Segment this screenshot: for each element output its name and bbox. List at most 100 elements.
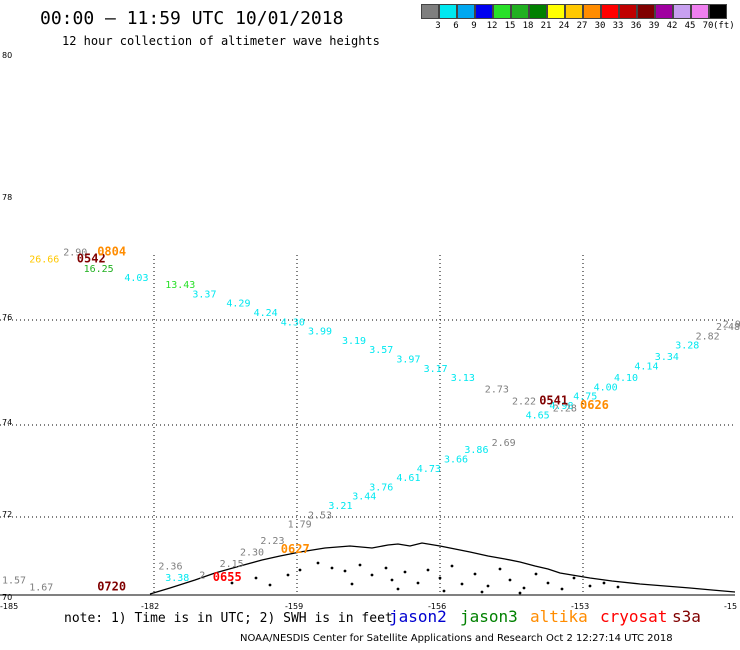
island-dot [534, 572, 538, 576]
wave-height-label: 4.75 [573, 392, 597, 403]
island-dot [416, 581, 420, 585]
x-tick-label: -159 [285, 602, 303, 611]
wave-height-label: 4.03 [124, 273, 148, 284]
wave-height-label: 3.57 [369, 345, 393, 356]
wave-height-label: 3.37 [192, 289, 216, 300]
satellite-legend-s3a: s3a [672, 607, 701, 626]
legend-label: 24 [558, 21, 570, 31]
legend-label: 9 [471, 21, 477, 31]
y-tick-label: 70 [2, 593, 12, 602]
island-dot [316, 561, 320, 565]
wave-height-label: 16.25 [84, 264, 114, 275]
observation-time-label: 0626 [580, 398, 609, 412]
satellite-legend-jason2: jason2 [389, 607, 447, 626]
island-dot [518, 591, 522, 595]
island-dot [450, 564, 454, 568]
island-dot [498, 567, 502, 571]
wave-height-label: 3.86 [464, 445, 488, 456]
legend-label: 36 [630, 21, 642, 31]
island-dot [230, 581, 234, 585]
legend-swatch [637, 4, 655, 19]
wave-height-label: 1.57 [2, 575, 26, 586]
satellite-legend-cryosat: cryosat [600, 607, 668, 626]
legend-label: 18 [522, 21, 534, 31]
legend-swatch [439, 4, 457, 19]
island-dot [358, 563, 362, 567]
island-dot [480, 590, 484, 594]
legend-label: 12 [486, 21, 498, 31]
observation-time-label: 0542 [77, 252, 106, 266]
wave-height-label: 4.61 [396, 473, 420, 484]
observation-time-label: 0655 [213, 570, 242, 584]
wave-height-label: 3.97 [396, 355, 420, 366]
wave-height-label: 1.79 [288, 520, 312, 531]
x-tick-label: -153 [571, 602, 589, 611]
legend-swatch [709, 4, 727, 19]
legend-label: 27 [576, 21, 588, 31]
satellite-legend-altika: altika [530, 607, 588, 626]
wave-height-label: 2.28 [553, 403, 577, 414]
legend-swatch [457, 4, 475, 19]
observation-time-label: 0627 [281, 542, 310, 556]
wave-height-label: 3.28 [675, 341, 699, 352]
legend-swatch [601, 4, 619, 19]
island-dot [486, 584, 490, 588]
island-dot [370, 573, 374, 577]
axis-labels: 80 78 76 74 72 70-185 -182 -159 -156 -153 -15 [0, 51, 737, 611]
alaska-coastline [149, 542, 736, 595]
legend-label: 70 [702, 21, 714, 31]
wave-height-label: 3.38 [165, 573, 189, 584]
y-tick-label: 72 [2, 510, 12, 519]
x-tick-label: -15 [724, 602, 737, 611]
legend-label: 6 [453, 21, 459, 31]
legend-swatch [493, 4, 511, 19]
wave-height-label: 2.90 [63, 248, 87, 259]
legend-swatch [673, 4, 691, 19]
wave-height-label: 2.30 [240, 547, 264, 558]
island-dot [438, 576, 442, 580]
legend-swatch [583, 4, 601, 19]
wave-height-label: 3.21 [328, 501, 352, 512]
wave-height-label: 4.73 [417, 464, 441, 475]
island-dot [426, 568, 430, 572]
island-dot [602, 581, 606, 585]
map-subtitle: 12 hour collection of altimeter wave hei… [62, 34, 380, 48]
legend-swatch [655, 4, 673, 19]
wave-height-label: 3.99 [308, 327, 332, 338]
wave-height-label: 2.69 [492, 438, 516, 449]
legend-unit: (ft) [713, 21, 735, 31]
legend-swatch [565, 4, 583, 19]
map-title: 00:00 – 11:59 UTC 10/01/2018 [40, 8, 344, 29]
footer-note: note: 1) Time is in UTC; 2) SWH is in fe… [64, 611, 393, 626]
wave-height-label: 2.48 [716, 322, 740, 333]
island-dot [522, 586, 526, 590]
wave-height-label: 2.22 [512, 396, 536, 407]
observation-time-label: 0541 [539, 393, 568, 407]
observation-time-label: 0804 [97, 245, 126, 259]
island-dot [616, 585, 620, 589]
legend-swatch [511, 4, 529, 19]
satellite-legend-jason3: jason3 [460, 607, 518, 626]
x-tick-label: -156 [428, 602, 446, 611]
x-tick-label: -182 [141, 602, 159, 611]
island-dot [298, 568, 302, 572]
legend-swatch [547, 4, 565, 19]
legend-swatch [475, 4, 493, 19]
wave-height-label: 2.82 [696, 331, 720, 342]
y-tick-label: 76 [2, 313, 12, 322]
wave-height-label: 4.29 [226, 299, 250, 310]
island-dot [343, 569, 347, 573]
y-tick-label: 74 [2, 418, 12, 427]
island-dot [286, 573, 290, 577]
island-dot [572, 576, 576, 580]
wave-height-label: 3.19 [342, 336, 366, 347]
legend-label: 39 [648, 21, 660, 31]
wave-height-label: 4.00 [594, 382, 618, 393]
island-dot [546, 581, 550, 585]
wave-height-label: 1.67 [29, 582, 53, 593]
island-dot [268, 583, 272, 587]
island-dot [396, 587, 400, 591]
wave-height-label: 4.24 [254, 308, 278, 319]
legend-label: 42 [666, 21, 678, 31]
